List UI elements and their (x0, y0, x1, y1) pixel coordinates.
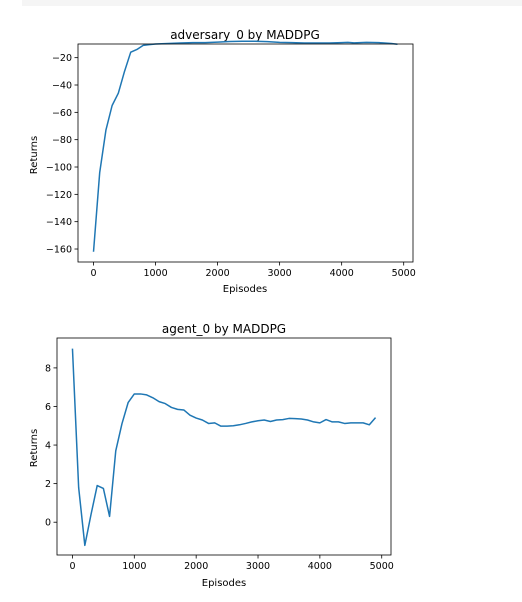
y-tick-label: −100 (46, 163, 72, 174)
y-tick-label: 6 (45, 402, 51, 413)
y-tick-label: −20 (52, 53, 72, 64)
chart-title: agent_0 by MADDPG (162, 322, 286, 336)
series-line-0 (92, 40, 398, 252)
x-tick-label: 3000 (268, 268, 292, 279)
axes-frame (77, 43, 414, 263)
y-tick-label: 0 (45, 518, 51, 529)
x-tick-label: 1000 (143, 268, 167, 279)
x-axis-label: Episodes (223, 284, 267, 295)
x-tick-label: 1000 (122, 561, 146, 572)
y-tick-label: −140 (46, 217, 72, 228)
chart-agent: agent_0 by MADDPG 0 1000 2000 3000 4000 50000… (29, 322, 394, 589)
y-tick-label: −80 (52, 135, 72, 146)
y-tick-label: −40 (52, 81, 72, 92)
chart-adversary: adversary_0 by MADDPG 0 1000 2000 3000 4000 5… (29, 28, 416, 295)
series-line-0 (71, 348, 377, 547)
notebook-cell-top-strip (22, 0, 522, 6)
y-tick-label: −160 (46, 245, 72, 256)
plot-area-1: 0 1000 2000 3000 4000 5000 0 2 4 6 8 (45, 337, 394, 572)
axes-frame (56, 337, 392, 556)
x-tick-label: 2000 (205, 268, 229, 279)
x-tick-label: 5000 (370, 561, 394, 572)
chart-title: adversary_0 by MADDPG (170, 28, 320, 42)
x-tick-label: 4000 (330, 268, 354, 279)
x-tick-label: 0 (69, 561, 75, 572)
x-tick-label: 2000 (184, 561, 208, 572)
y-tick-label: 8 (45, 363, 51, 374)
x-tick-label: 4000 (308, 561, 332, 572)
y-tick-label: −120 (46, 190, 72, 201)
y-tick-label: −60 (52, 108, 72, 119)
y-axis-label: Returns (29, 429, 40, 467)
x-tick-label: 0 (90, 268, 96, 279)
plot-area-0: 0 1000 2000 3000 4000 5000 −160 −140 −120 −100 −80… (46, 40, 416, 279)
y-tick-label: 4 (45, 441, 51, 452)
y-tick-label: 2 (45, 479, 51, 490)
x-axis-label: Episodes (202, 578, 246, 589)
y-axis-label: Returns (29, 136, 40, 174)
x-tick-label: 3000 (246, 561, 270, 572)
x-tick-label: 5000 (392, 268, 416, 279)
